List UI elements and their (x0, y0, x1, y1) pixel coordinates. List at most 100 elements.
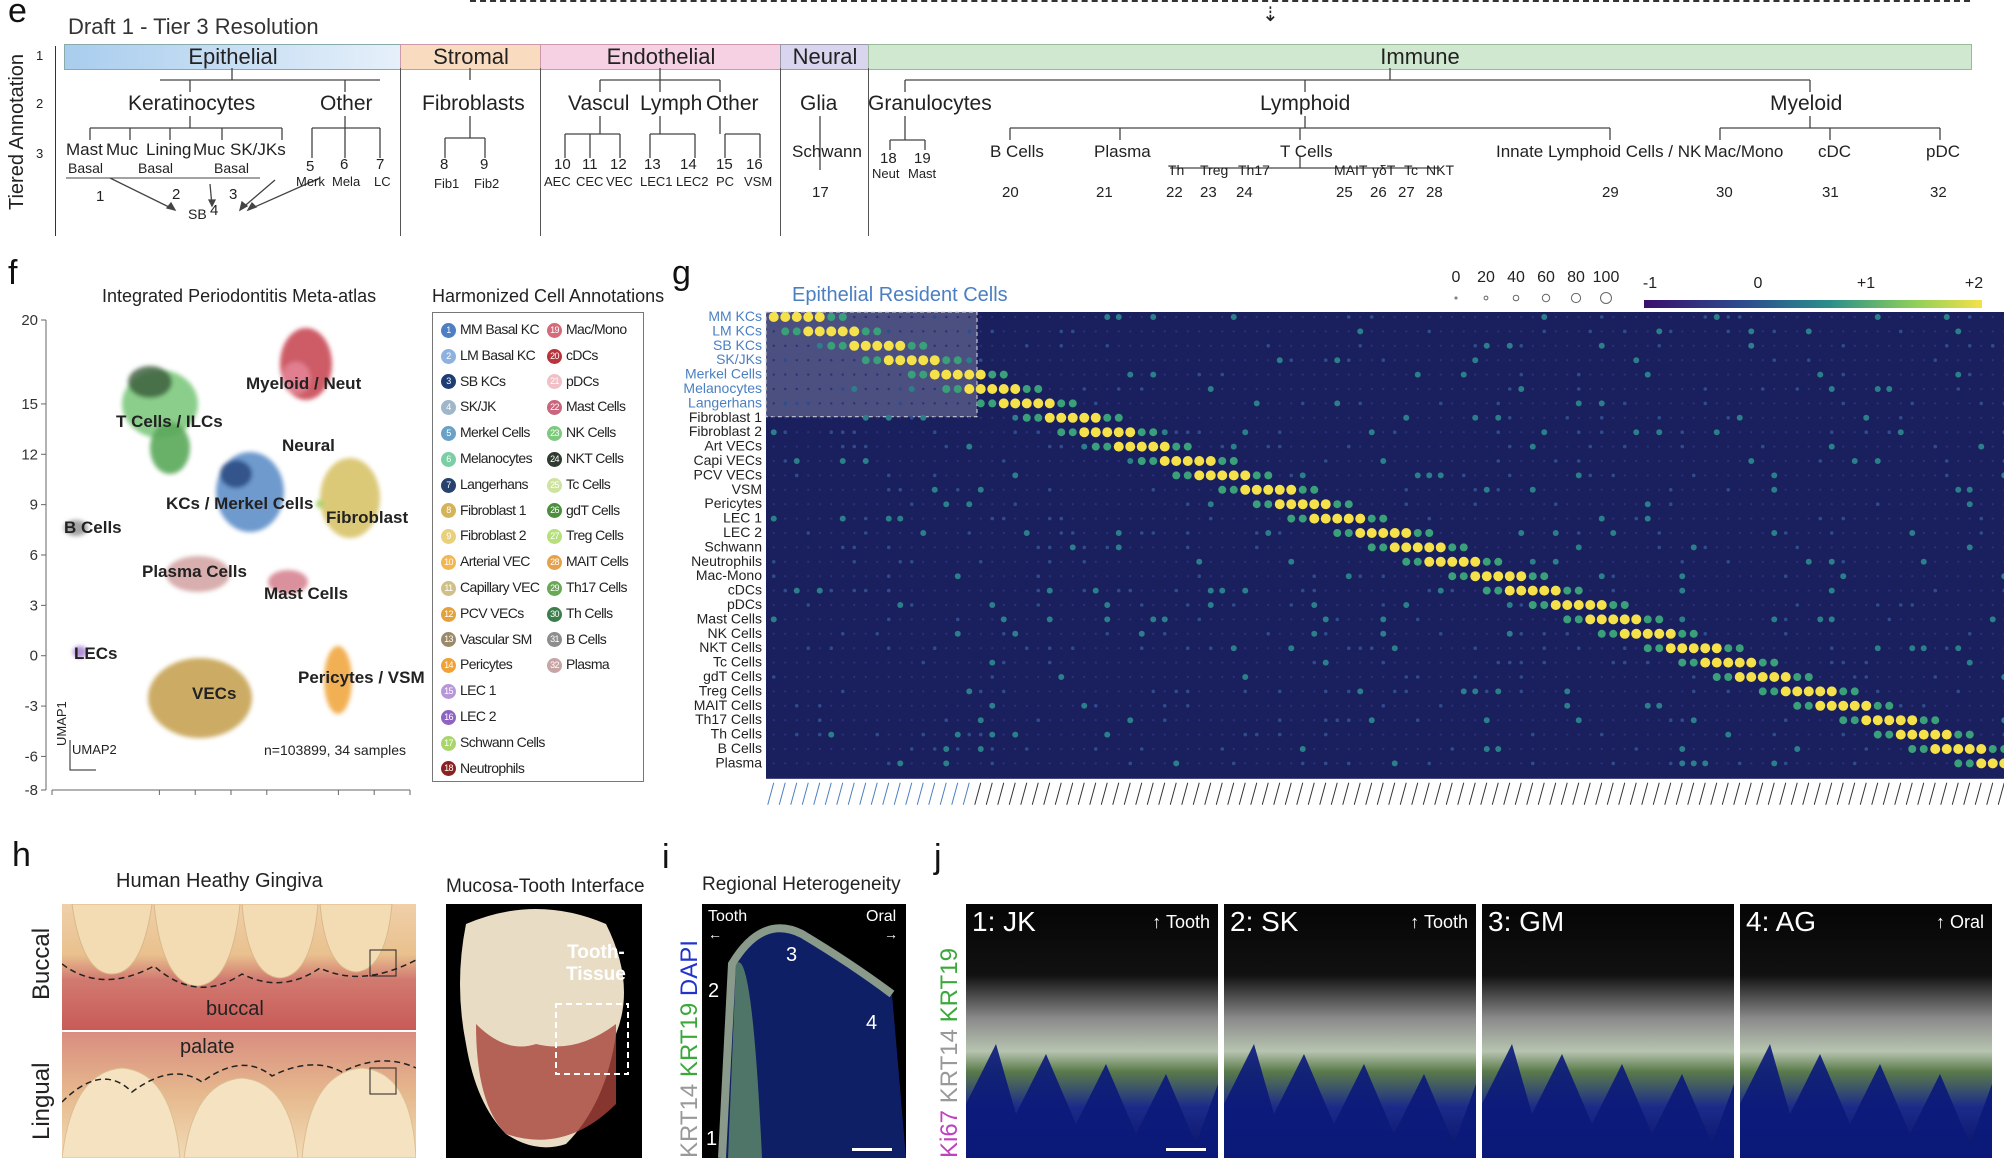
dotplot-dot (1290, 661, 1293, 664)
dotplot-dot (1163, 488, 1166, 491)
dotplot-dot (1957, 503, 1960, 506)
dotplot-dot (1416, 387, 1419, 391)
cluster-bcells (64, 520, 88, 536)
dotplot-dot (922, 517, 925, 520)
dotplot-dot (1104, 731, 1111, 738)
dotplot-dot (1508, 517, 1511, 520)
dotplot-dot (1140, 690, 1143, 693)
dotplot-dot (1876, 488, 1879, 491)
dotplot-dot (1598, 515, 1605, 522)
dotplot-dot (886, 574, 891, 578)
dotplot-dot (1171, 456, 1182, 466)
dotplot-dot (1036, 574, 1041, 578)
num-32: 32 (1930, 184, 1947, 201)
dotplot-dot (1301, 733, 1304, 736)
dotplot-dot (1589, 546, 1592, 549)
dotplot-dot (795, 603, 798, 607)
num-31: 31 (1822, 184, 1839, 201)
tile-label: 4: AG (1746, 906, 1817, 937)
dotplot-dot (1313, 315, 1316, 319)
dotplot-dot (956, 402, 959, 405)
dotplot-dot (876, 387, 879, 391)
dotplot-dot (1738, 733, 1741, 736)
dotplot-dot (1461, 473, 1466, 478)
dotplot-dot (1658, 733, 1661, 736)
dotplot-dot (1957, 589, 1960, 592)
num-3: 3 (229, 186, 238, 203)
dotplot-dot (1416, 431, 1419, 434)
annot-palate: palate (180, 1036, 235, 1058)
gene-tick (1227, 782, 1235, 805)
dotplot-dot (1796, 373, 1799, 376)
dotplot-dot (1876, 474, 1879, 477)
dotplot-dot (1761, 632, 1764, 635)
dotplot-dot (807, 445, 810, 448)
dotplot-dot (783, 430, 788, 434)
dotplot-dot (1842, 387, 1845, 391)
dotplot-row-label: gdT Cells (703, 668, 762, 684)
dotplot-dot (897, 760, 904, 767)
dotplot-dot (1734, 672, 1745, 682)
dotplot-dot (933, 560, 936, 563)
dotplot-dot (968, 575, 971, 578)
dotplot-dot (1186, 575, 1189, 578)
gene-tick (951, 782, 959, 805)
dotplot-dot (1278, 589, 1281, 592)
umap-y-tick-label: 6 (30, 547, 38, 564)
dotplot-dot (1093, 704, 1098, 708)
dotplot-dot (1150, 371, 1157, 378)
dotplot-dot (1931, 716, 1940, 725)
dotplot-dot (1554, 330, 1557, 333)
dotplot-dot (1129, 603, 1132, 607)
dotplot-dot (1324, 488, 1327, 491)
dotplot-dot (1173, 760, 1180, 767)
dotplot-dot (1631, 614, 1642, 625)
dotplot-dot (1853, 359, 1856, 362)
dotplot-dot (1589, 531, 1592, 535)
dotplot-dot (1483, 746, 1490, 752)
legend-swatch: 20 (547, 348, 562, 364)
dotplot-row-label: pDCs (727, 596, 762, 612)
dotplot-dot (1221, 719, 1224, 722)
dotplot-dot (1497, 675, 1500, 679)
dotplot-dot (1771, 486, 1778, 493)
dotplot-dot (1278, 575, 1281, 578)
tier-num-2: 2 (36, 96, 44, 111)
dotplot-dot (1198, 330, 1201, 333)
dotplot-dot (876, 416, 879, 419)
dotplot-dot (795, 416, 798, 419)
dotplot-dot (1783, 531, 1788, 535)
dotplot-dot (933, 445, 936, 448)
dotplot-dot (886, 588, 891, 593)
dotplot-dot (1600, 661, 1603, 664)
dotplot-dot (1323, 632, 1328, 636)
dotplot-dot (1359, 474, 1362, 477)
dotplot-dot (1221, 359, 1224, 362)
dotplot-dot (816, 342, 823, 349)
dotplot-dot (1715, 359, 1718, 362)
dotplot-dot (1991, 459, 1994, 463)
dotplot-dot (1129, 690, 1132, 693)
dotplot-dot (1508, 531, 1511, 535)
dotplot-dot (1001, 689, 1006, 694)
dotplot-dot (1025, 704, 1028, 707)
dotplot-dot (1323, 689, 1328, 694)
dotplot-dot (1922, 315, 1925, 319)
dotplot-dot (1991, 690, 1994, 693)
dotplot-dot (1980, 719, 1983, 722)
umap-x-tick-label: 18 (402, 799, 419, 800)
dotplot-dot (853, 315, 856, 319)
dotplot-dot (1416, 762, 1419, 765)
dotplot-dot (1106, 719, 1109, 722)
dotplot-dot (1370, 589, 1373, 592)
dotplot-dot (849, 340, 860, 351)
tissue-ridges (1482, 1044, 1734, 1158)
dotplot-dot (1724, 673, 1733, 681)
dotplot-dot (1047, 560, 1052, 564)
dotplot-dot (1002, 445, 1005, 448)
dotplot-dot (1727, 431, 1730, 434)
dotplot-dot (1704, 445, 1707, 448)
dotplot-dot (1228, 470, 1239, 481)
dotplot-dot (1197, 574, 1202, 578)
dotplot-dot (1185, 502, 1190, 506)
